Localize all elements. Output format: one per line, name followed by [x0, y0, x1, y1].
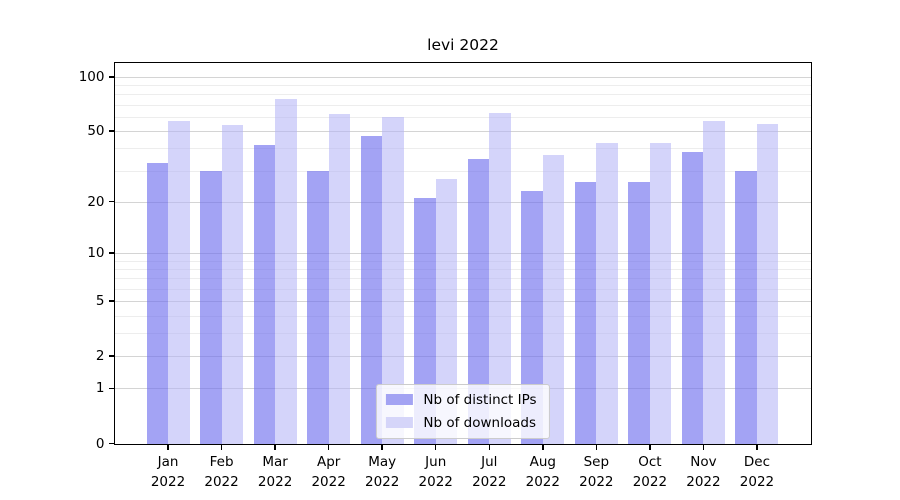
y-tick: [108, 76, 115, 78]
x-tick: [274, 443, 276, 450]
legend-item-downloads: Nb of downloads: [385, 415, 536, 431]
y-tick-label: 100: [78, 68, 105, 85]
x-tick: [488, 443, 491, 450]
bar-nov-2022-downloads: [703, 120, 725, 444]
minor-gridline: [114, 278, 811, 280]
major-gridline: [114, 356, 811, 358]
bar-jul-2022-downloads: [489, 113, 511, 444]
y-tick-label: 0: [95, 435, 105, 452]
chart-title: levi 2022: [427, 36, 499, 54]
bar-dec-2022-downloads: [756, 123, 779, 444]
minor-gridline: [114, 104, 811, 106]
major-gridline: [114, 76, 811, 78]
y-tick-label: 1: [95, 380, 105, 397]
x-tick: [595, 443, 598, 450]
bar-feb-2022-downloads: [221, 125, 244, 444]
x-tick-label: Mar 2022: [257, 453, 293, 490]
bar-jan-2022-distinct-ips: [146, 163, 169, 444]
bar-aug-2022-distinct-ips: [521, 191, 543, 444]
y-tick: [108, 200, 115, 203]
bar-feb-2022-distinct-ips: [200, 170, 222, 444]
x-tick: [702, 443, 705, 450]
minor-gridline: [114, 170, 811, 172]
minor-gridline: [114, 148, 811, 150]
x-tick: [756, 443, 758, 450]
x-tick: [167, 443, 169, 450]
legend-swatch-distinct-ips-icon: [385, 394, 413, 405]
x-tick-label: Apr 2022: [311, 453, 346, 490]
y-tick-label: 10: [87, 245, 105, 261]
x-tick: [327, 443, 330, 450]
x-tick-label: Sep 2022: [579, 453, 614, 490]
y-tick: [108, 355, 115, 357]
x-tick-label: Nov 2022: [686, 453, 721, 490]
bar-apr-2022-downloads: [328, 114, 351, 444]
bar-jun-2022-distinct-ips: [414, 197, 436, 444]
x-tick-label: Dec 2022: [739, 453, 775, 490]
x-tick: [220, 443, 223, 450]
x-tick: [434, 443, 437, 450]
bar-oct-2022-distinct-ips: [628, 181, 650, 444]
bar-may-2022-downloads: [382, 116, 404, 444]
bar-jul-2022-distinct-ips: [467, 158, 490, 444]
x-tick-label: May 2022: [365, 453, 400, 490]
legend: Nb of distinct IPs Nb of downloads: [375, 383, 550, 439]
y-tick: [108, 130, 115, 132]
major-gridline: [114, 301, 811, 303]
bar-may-2022-distinct-ips: [360, 135, 383, 444]
y-tick-label: 20: [87, 193, 105, 210]
bar-jun-2022-downloads: [435, 178, 458, 444]
x-tick: [381, 443, 383, 450]
x-tick-label: Jun 2022: [418, 453, 453, 490]
bar-sep-2022-downloads: [596, 142, 618, 444]
minor-gridline: [114, 315, 811, 317]
x-tick-label: Oct 2022: [632, 453, 668, 490]
minor-gridline: [114, 85, 811, 87]
y-tick: [108, 300, 115, 302]
x-tick-label: Aug 2022: [525, 453, 560, 490]
bar-oct-2022-downloads: [649, 142, 672, 444]
minor-gridline: [114, 333, 811, 335]
x-tick-label: Feb 2022: [204, 453, 239, 490]
bar-dec-2022-distinct-ips: [735, 170, 757, 444]
y-tick-label: 5: [95, 293, 105, 310]
legend-label-downloads: Nb of downloads: [423, 414, 536, 431]
x-tick-label: Jan 2022: [150, 453, 186, 490]
legend-item-distinct-ips: Nb of distinct IPs: [385, 391, 537, 408]
legend-label-distinct-ips: Nb of distinct IPs: [423, 391, 537, 408]
minor-gridline: [114, 288, 811, 290]
minor-gridline: [114, 94, 811, 96]
legend-swatch-downloads-icon: [385, 417, 413, 428]
x-tick: [649, 443, 651, 450]
y-tick: [108, 442, 115, 445]
major-gridline: [114, 253, 811, 254]
bar-aug-2022-downloads: [542, 154, 565, 444]
major-gridline: [114, 131, 811, 133]
y-tick: [108, 252, 115, 254]
x-tick: [542, 443, 544, 450]
bar-mar-2022-distinct-ips: [253, 144, 276, 444]
x-tick-label: Jul 2022: [472, 453, 507, 490]
minor-gridline: [114, 116, 811, 118]
bar-sep-2022-distinct-ips: [574, 181, 597, 444]
bar-mar-2022-downloads: [275, 99, 297, 444]
minor-gridline: [114, 260, 811, 262]
y-tick: [108, 387, 115, 390]
minor-gridline: [114, 268, 811, 270]
y-tick-label: 50: [87, 123, 105, 140]
y-tick-label: 2: [95, 348, 105, 365]
bar-apr-2022-distinct-ips: [307, 170, 329, 444]
bar-jan-2022-downloads: [168, 120, 190, 444]
bar-nov-2022-distinct-ips: [681, 152, 704, 444]
plot-area: Nb of distinct IPs Nb of downloads 0 1 2 5 1…: [79, 61, 812, 490]
major-gridline: [114, 201, 811, 203]
